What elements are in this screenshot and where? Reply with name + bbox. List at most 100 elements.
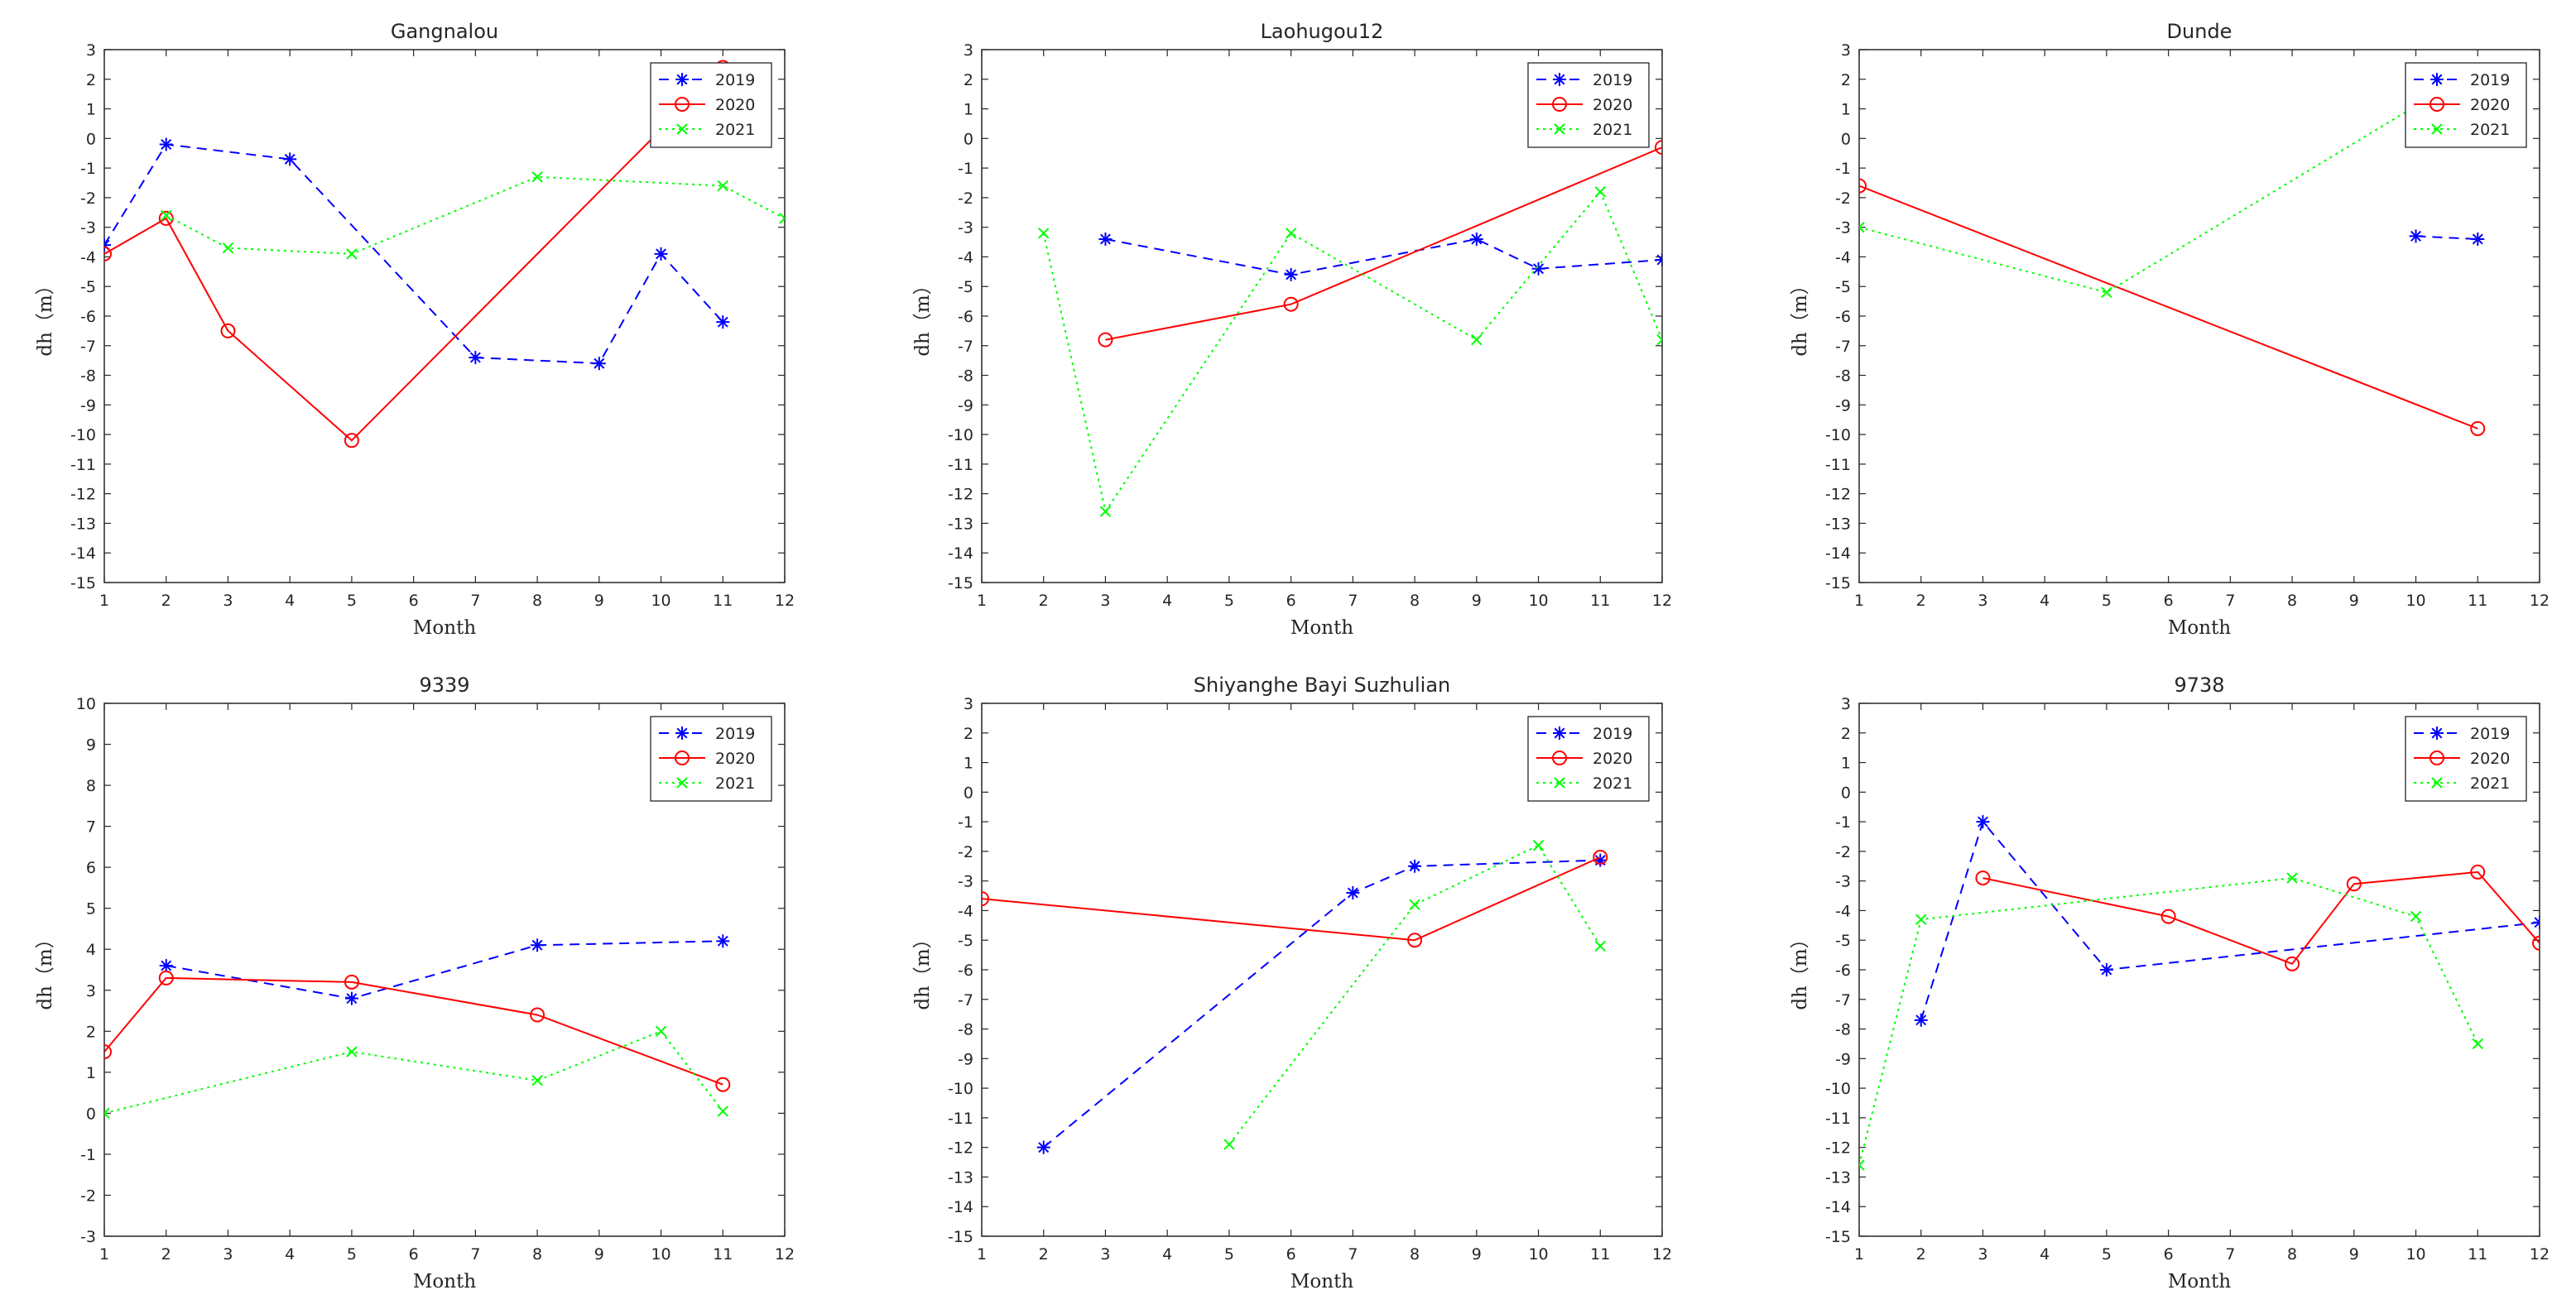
point-2020 xyxy=(2160,909,2176,924)
x-tick-label: 5 xyxy=(1224,1245,1234,1264)
point-2020-shape xyxy=(2285,956,2300,971)
x-tick-label: 9 xyxy=(594,592,604,610)
x-tick-label: 6 xyxy=(1286,592,1296,610)
point-2021-stroke xyxy=(1859,221,1865,229)
x-tick-label: 2 xyxy=(1039,592,1049,610)
point-2021 xyxy=(161,209,172,222)
point-2021-stroke xyxy=(2101,286,2112,299)
y-tick-label: -7 xyxy=(1835,991,1851,1009)
x-tick-label: 11 xyxy=(713,1245,733,1264)
point-2021-stroke xyxy=(779,213,785,220)
x-tick-label: 2 xyxy=(161,1245,171,1264)
legend-marker-stroke xyxy=(1554,727,1565,739)
point-2019-stroke xyxy=(346,993,358,1005)
point-2021-stroke xyxy=(1915,914,1927,925)
point-2019-stroke xyxy=(1409,861,1420,872)
x-axis-label: Month xyxy=(413,1271,476,1292)
point-2021-stroke xyxy=(1285,228,1297,239)
x-tick-label: 9 xyxy=(594,1245,604,1264)
point-2019 xyxy=(531,938,545,952)
point-2020-shape xyxy=(1859,178,1867,194)
y-tick-label: -13 xyxy=(70,515,96,533)
x-tick-label: 11 xyxy=(2468,592,2487,610)
point-2020-shape xyxy=(982,891,989,907)
point-2021-stroke xyxy=(346,1046,358,1057)
legend-entry-2021: 2021 xyxy=(1536,774,1632,793)
x-axis-label: Month xyxy=(2168,1271,2231,1292)
point-2020 xyxy=(158,970,174,986)
y-tick-label: 1 xyxy=(1841,101,1851,119)
series-line-2020 xyxy=(104,976,723,1086)
point-2020 xyxy=(1859,178,1867,194)
y-tick-label: -12 xyxy=(948,486,973,504)
legend-marker-stroke xyxy=(2431,727,2443,739)
point-2019-stroke xyxy=(1286,269,1297,281)
point-2020 xyxy=(1098,332,1113,348)
x-tick-label: 2 xyxy=(1916,592,1926,610)
y-tick-label: 3 xyxy=(86,41,96,60)
y-tick-label: -14 xyxy=(948,1198,973,1216)
series-line-2020 xyxy=(1982,870,2540,965)
y-tick-label: -3 xyxy=(1835,219,1851,237)
point-2021 xyxy=(222,242,234,254)
legend-entry-2019: 2019 xyxy=(659,725,755,743)
x-axis-label: Month xyxy=(413,617,476,639)
y-tick-label: -9 xyxy=(80,396,96,415)
legend: 2019 2020 2021 xyxy=(2405,62,2527,148)
y-tick-label: -5 xyxy=(958,278,973,296)
y-tick-label: 0 xyxy=(86,130,96,148)
point-2021-stroke xyxy=(1656,333,1662,342)
y-tick-label: 1 xyxy=(86,1064,96,1082)
plot-title: 9339 xyxy=(419,674,469,697)
plot-title: Gangnalou xyxy=(391,20,498,43)
point-2020 xyxy=(344,433,359,448)
point-2021-stroke xyxy=(2472,1038,2483,1050)
point-2020 xyxy=(344,974,359,990)
x-tick-label: 5 xyxy=(347,1245,357,1264)
point-2019 xyxy=(344,991,358,1005)
point-2019 xyxy=(1593,853,1608,867)
legend-marker-shape xyxy=(2429,751,2444,765)
point-2021 xyxy=(1038,228,1050,239)
point-2021 xyxy=(346,1046,358,1057)
point-2021-stroke xyxy=(1656,338,1662,346)
x-tick-label: 7 xyxy=(1348,592,1358,610)
legend-entry-2021: 2021 xyxy=(659,121,755,139)
legend-marker xyxy=(1554,777,1565,789)
y-tick-label: 1 xyxy=(1841,755,1851,773)
plot-area xyxy=(1859,100,2486,436)
y-tick-label: -13 xyxy=(1825,1168,1851,1187)
plot-area xyxy=(1038,140,1662,517)
point-2020 xyxy=(104,246,112,261)
legend-label: 2019 xyxy=(2470,71,2510,89)
point-2021 xyxy=(1285,228,1297,239)
y-tick-label: -7 xyxy=(1835,338,1851,356)
point-2020 xyxy=(982,891,989,907)
point-2019 xyxy=(2471,232,2485,246)
x-tick-label: 4 xyxy=(285,592,295,610)
point-2019 xyxy=(469,351,483,365)
x-tick-label: 5 xyxy=(2102,592,2112,610)
point-2020 xyxy=(1593,850,1608,866)
plot-title: Laohugou12 xyxy=(1261,20,1384,43)
legend-marker xyxy=(1553,727,1566,740)
y-tick-label: -9 xyxy=(1835,1050,1851,1068)
x-tick-label: 4 xyxy=(2040,1245,2050,1264)
y-tick-label: -12 xyxy=(1825,486,1851,504)
y-axis-label: dh（m） xyxy=(1790,929,1811,1009)
point-2019 xyxy=(1531,261,1545,276)
point-2019 xyxy=(592,357,606,371)
point-2019-stroke xyxy=(104,239,110,247)
point-2019-stroke xyxy=(2101,964,2112,976)
x-tick-label: 11 xyxy=(713,592,733,610)
point-2021-stroke xyxy=(1471,333,1483,346)
legend-marker-shape xyxy=(675,751,690,765)
point-2020-shape xyxy=(1593,850,1608,866)
point-2019 xyxy=(1914,1013,1928,1027)
legend-marker-shape xyxy=(1552,751,1567,765)
point-2021 xyxy=(2101,286,2112,299)
x-tick-label: 4 xyxy=(1162,1245,1172,1264)
point-2019 xyxy=(1036,1140,1050,1154)
point-2021 xyxy=(104,1107,110,1120)
